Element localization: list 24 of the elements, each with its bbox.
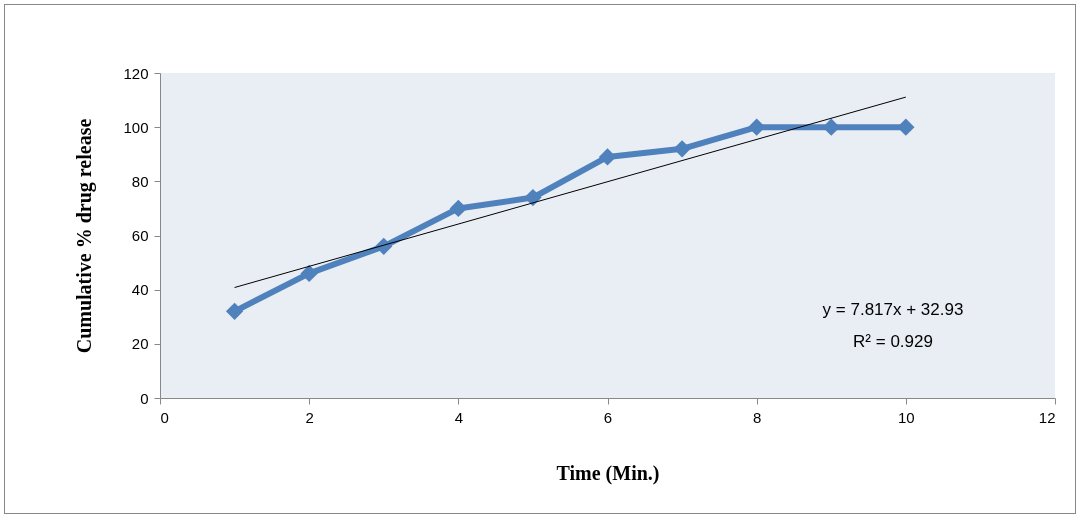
x-tick-label: 10 (897, 408, 915, 426)
y-tick-label: 0 (140, 389, 149, 407)
x-tick-label: 2 (305, 408, 314, 426)
point (225, 302, 244, 320)
x-tick-label: 0 (160, 408, 169, 426)
point (449, 199, 467, 218)
y-tick-label: 20 (131, 335, 149, 353)
y-tick-label: 120 (123, 64, 149, 82)
x-axis-title: Time (Min.) (556, 461, 660, 485)
point (897, 118, 915, 136)
annotation: R² = 0.929 (853, 332, 933, 351)
x-tick-label: 12 (1038, 408, 1056, 426)
y-tick-label: 80 (131, 172, 149, 190)
x-tick-label: 8 (752, 408, 762, 426)
y-tick-label: 100 (123, 118, 149, 136)
x-tick-label: 6 (603, 408, 613, 426)
y-tick-label: 60 (131, 227, 149, 244)
annotation: y = 7.817x + 32.93 (822, 300, 964, 319)
y-axis-title: Cumulative % drug release (73, 118, 97, 354)
point (673, 140, 691, 158)
point (524, 188, 542, 207)
x-tick-label: 4 (454, 408, 464, 426)
point (300, 264, 318, 283)
y-tick-label: 40 (131, 281, 149, 299)
